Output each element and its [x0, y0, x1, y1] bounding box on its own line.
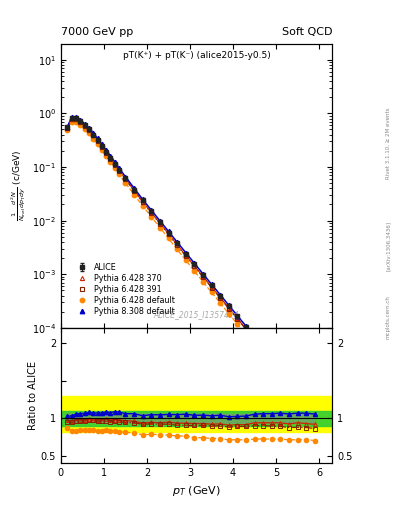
Y-axis label: $\frac{1}{N_{\rm inel}}\frac{d^2N}{dp_{\rm T}dy}$ (c/GeV): $\frac{1}{N_{\rm inel}}\frac{d^2N}{dp_{\… [9, 150, 28, 222]
Text: [arXiv:1306.3436]: [arXiv:1306.3436] [386, 221, 391, 271]
Legend: ALICE, Pythia 6.428 370, Pythia 6.428 391, Pythia 6.428 default, Pythia 8.308 de: ALICE, Pythia 6.428 370, Pythia 6.428 39… [70, 260, 177, 318]
Text: Soft QCD: Soft QCD [282, 27, 332, 37]
Bar [61, 411, 332, 426]
Bar [61, 396, 332, 432]
Text: mcplots.cern.ch: mcplots.cern.ch [386, 295, 391, 339]
Text: Rivet 3.1.10, ≥ 2M events: Rivet 3.1.10, ≥ 2M events [386, 108, 391, 179]
Text: 7000 GeV pp: 7000 GeV pp [61, 27, 133, 37]
Y-axis label: Ratio to ALICE: Ratio to ALICE [28, 361, 38, 430]
Text: ALICE_2015_I1357424: ALICE_2015_I1357424 [154, 310, 239, 319]
X-axis label: $p_T$ (GeV): $p_T$ (GeV) [172, 484, 221, 498]
Text: pT(K⁺) + pT(K⁻) (alice2015-y0.5): pT(K⁺) + pT(K⁻) (alice2015-y0.5) [123, 51, 270, 59]
